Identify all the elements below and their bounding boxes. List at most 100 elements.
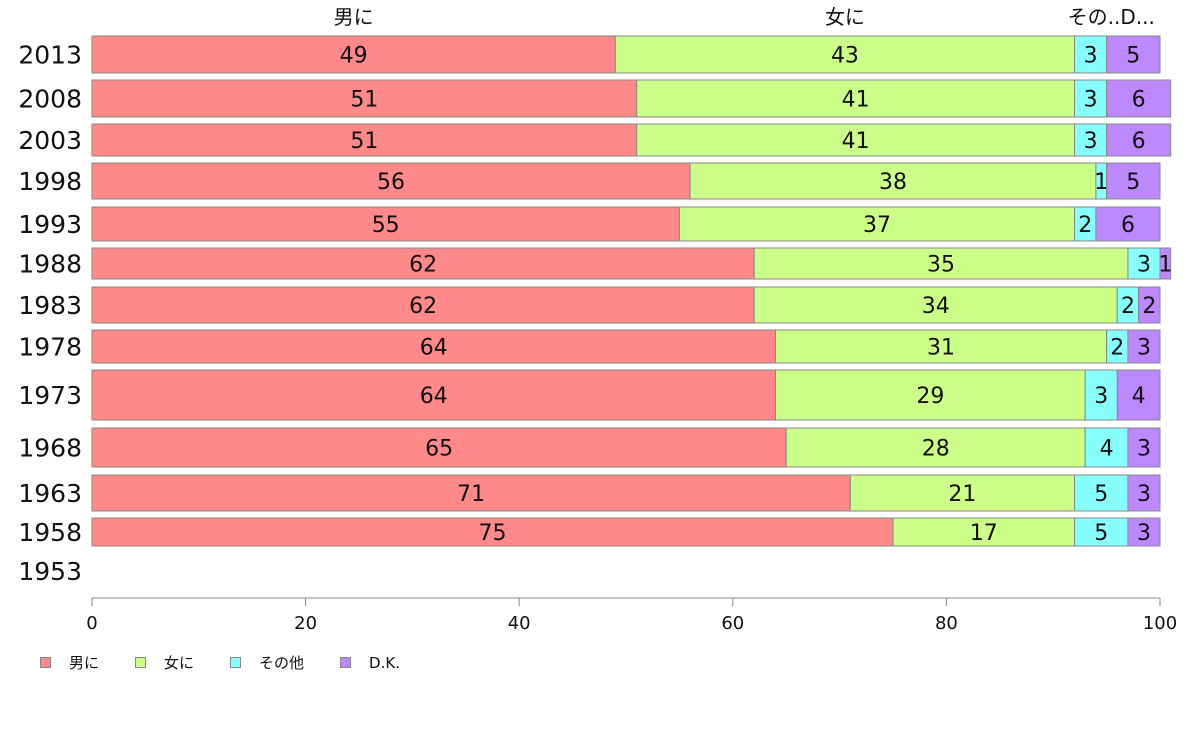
top-column-label: 女に: [825, 5, 865, 29]
data-label: 3: [1137, 336, 1151, 361]
data-label: 3: [1137, 482, 1151, 507]
bar-segment: [91, 369, 777, 421]
x-tick-label: 100: [1143, 613, 1177, 634]
legend-item: D.K.: [340, 654, 400, 672]
bar-segment: [91, 162, 691, 200]
data-label: 4: [1100, 437, 1114, 462]
data-label: 64: [420, 336, 448, 361]
x-tick-label: 0: [86, 613, 97, 634]
data-label: 21: [948, 482, 976, 507]
data-label: 3: [1137, 521, 1151, 546]
x-tick-label: 80: [935, 613, 958, 634]
bar-segment: [91, 474, 851, 512]
data-label: 3: [1137, 437, 1151, 462]
y-tick-label: 1978: [18, 333, 82, 362]
bar-segment: [1159, 247, 1172, 280]
y-tick-label: 2003: [18, 126, 82, 155]
legend-label: 女に: [164, 654, 195, 672]
data-label: 55: [372, 213, 400, 238]
legend-swatch: [135, 657, 147, 668]
y-tick-label: 2008: [18, 85, 82, 114]
bar-segment: [1095, 206, 1161, 242]
bar-segment: [91, 79, 638, 118]
data-label: 5: [1126, 44, 1140, 69]
bar-segment: [614, 35, 1076, 74]
data-label: 2: [1078, 213, 1092, 238]
data-label: 1: [1094, 170, 1108, 195]
bar-segment: [1084, 427, 1129, 468]
data-label: 71: [457, 482, 485, 507]
bar-segment: [1106, 79, 1172, 118]
bar-segment: [753, 247, 1129, 280]
data-label: 6: [1132, 129, 1146, 154]
y-tick-label: 1963: [18, 479, 82, 508]
bar-segment: [1106, 35, 1161, 74]
bar-segment: [1074, 474, 1129, 512]
legend-swatch: [340, 657, 352, 668]
data-label: 38: [879, 170, 907, 195]
data-label: 2: [1121, 294, 1135, 319]
legend-item: 男に: [40, 652, 99, 673]
bar-segment: [785, 427, 1086, 468]
data-label: 3: [1084, 44, 1098, 69]
bar-segment: [775, 329, 1108, 364]
bar-segment: [1116, 369, 1161, 421]
legend-label: 男に: [69, 654, 100, 672]
bar-segment: [753, 286, 1118, 324]
y-tick-label: 1983: [18, 291, 82, 320]
bar-segment: [91, 247, 755, 280]
top-column-label: 男に: [334, 5, 374, 29]
bar-segment: [91, 35, 616, 74]
bar-segment: [91, 517, 894, 547]
data-label: 49: [340, 44, 368, 69]
bar-segment: [1074, 517, 1129, 547]
data-label: 64: [420, 384, 448, 409]
top-column-label: その..D...: [1068, 5, 1155, 29]
y-tick-label: 1968: [18, 434, 82, 463]
bar-segment: [1127, 474, 1161, 512]
data-label: 28: [922, 437, 950, 462]
data-label: 2: [1110, 336, 1124, 361]
bar-segment: [892, 517, 1076, 547]
bar-segment: [849, 474, 1076, 512]
y-tick-label: 1988: [18, 250, 82, 279]
data-label: 62: [409, 253, 437, 278]
bar-segment: [91, 329, 777, 364]
legend-swatch: [40, 657, 51, 668]
data-label: 5: [1094, 521, 1108, 546]
data-label: 2: [1142, 294, 1156, 319]
bar-segment: [1106, 123, 1172, 157]
data-label: 1: [1158, 253, 1172, 278]
bar-segment: [1106, 162, 1161, 200]
data-label: 3: [1084, 129, 1098, 154]
bar-segment: [91, 206, 680, 242]
bar-segment: [1127, 427, 1161, 468]
data-label: 31: [927, 336, 955, 361]
bar-segment: [1127, 247, 1161, 280]
data-label: 51: [350, 88, 378, 113]
y-tick-label: 1993: [18, 210, 82, 239]
bar-segment: [1074, 35, 1108, 74]
data-label: 5: [1094, 482, 1108, 507]
data-label: 34: [922, 294, 950, 319]
data-label: 62: [409, 294, 437, 319]
data-label: 17: [970, 521, 998, 546]
y-tick-label: 1973: [18, 381, 82, 410]
data-label: 51: [350, 129, 378, 154]
data-label: 37: [863, 213, 891, 238]
bar-segment: [1138, 286, 1161, 324]
y-tick-label: 1998: [18, 167, 82, 196]
bar-segment: [775, 369, 1086, 421]
bar-segment: [636, 123, 1076, 157]
legend-item: 女に: [135, 652, 194, 673]
data-label: 75: [479, 521, 507, 546]
data-label: 3: [1094, 384, 1108, 409]
y-tick-label: 1958: [18, 518, 82, 547]
y-tick-label: 2013: [18, 41, 82, 70]
data-label: 43: [831, 44, 859, 69]
bar-segment: [1127, 517, 1161, 547]
data-label: 4: [1132, 384, 1146, 409]
bar-segment: [689, 162, 1097, 200]
data-label: 3: [1084, 88, 1098, 113]
